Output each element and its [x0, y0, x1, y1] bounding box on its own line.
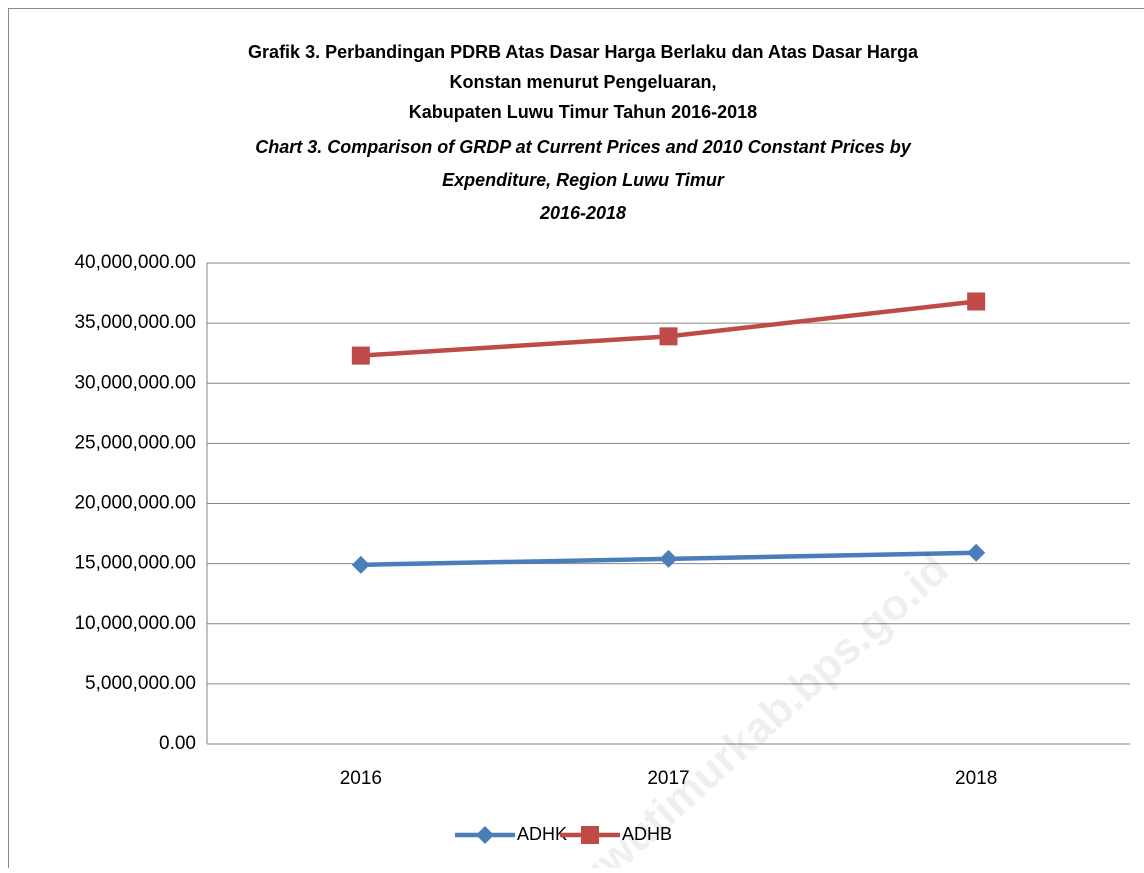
- x-tick-label: 2016: [340, 768, 382, 789]
- y-tick-label: 25,000,000.00: [74, 432, 196, 453]
- chart-subtitle: Expenditure, Region Luwu Timur: [442, 170, 725, 190]
- y-tick-label: 40,000,000.00: [74, 252, 196, 273]
- y-tick-label: 15,000,000.00: [74, 553, 196, 574]
- y-tick-label: 35,000,000.00: [74, 312, 196, 333]
- data-point: [967, 292, 985, 310]
- y-tick-label: 10,000,000.00: [74, 613, 196, 634]
- data-point: [352, 347, 370, 365]
- chart-subtitle: Chart 3. Comparison of GRDP at Current P…: [255, 137, 911, 157]
- data-point: [660, 327, 678, 345]
- legend-label: ADHK: [517, 824, 567, 844]
- chart-title: Kabupaten Luwu Timur Tahun 2016-2018: [409, 102, 757, 122]
- x-tick-label: 2018: [955, 768, 997, 789]
- chart-title: Konstan menurut Pengeluaran,: [449, 72, 716, 92]
- chart-subtitle: 2016-2018: [539, 203, 626, 223]
- y-tick-label: 0.00: [159, 733, 196, 754]
- y-tick-label: 5,000,000.00: [85, 673, 196, 694]
- chart-title: Grafik 3. Perbandingan PDRB Atas Dasar H…: [248, 42, 919, 62]
- y-tick-label: 20,000,000.00: [74, 493, 196, 514]
- y-tick-label: 30,000,000.00: [74, 372, 196, 393]
